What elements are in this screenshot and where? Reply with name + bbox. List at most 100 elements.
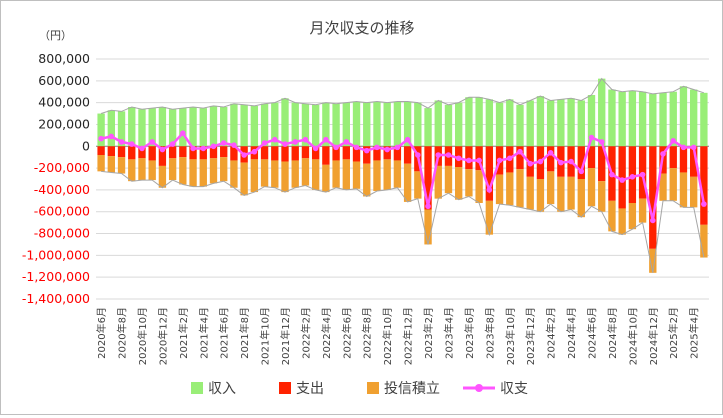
income-bar [271,102,279,147]
chart-title: 月次収支の推移 [309,19,414,37]
investment-bar [199,159,207,187]
balance-point [609,171,615,178]
y-tick-label: 800,000 [38,51,90,66]
investment-bar [700,224,708,258]
investment-bar [403,163,412,202]
balance-point [374,144,380,151]
x-tick-label: 2020年10月 [136,307,149,365]
balance-point [128,141,135,147]
investment-bar [383,159,391,190]
expense-bar [649,146,657,249]
legend-label: 収入 [208,381,236,397]
expense-bar [128,146,136,160]
investment-bar [465,169,473,197]
balance-point [639,171,646,178]
income-bar [117,111,126,147]
investment-bar [240,162,248,196]
x-tick-label: 2021年8月 [238,307,251,359]
investment-bar [189,159,197,187]
balance-point [384,146,390,153]
investment-bar [352,161,361,189]
balance-point [190,145,196,152]
x-tick-label: 2020年8月 [116,307,129,359]
expense-bar [363,146,371,164]
balance-point [558,159,564,166]
expense-bar [117,146,126,158]
investment-bar [281,161,289,193]
balance-point [404,136,411,143]
balance-point [333,144,339,151]
y-tick-label: -800,000 [34,226,90,241]
x-tick-label: 2025年4月 [688,307,701,359]
investment-bar [342,159,350,190]
income-bar [291,102,299,147]
investment-bar [230,160,238,188]
x-tick-label: 2024年8月 [606,307,619,359]
income-bar [598,78,606,147]
income-bar [363,102,371,147]
expense-bar [179,146,187,158]
income-bar [455,102,463,147]
x-tick-label: 2025年2月 [667,307,680,359]
legend-label: 支出 [296,381,324,397]
balance-point [466,157,472,164]
y-tick-label: 0 [82,138,90,153]
balance-point [231,142,237,148]
investment-bar [608,200,616,232]
investment-bar [444,165,453,194]
expense-bar [260,146,269,160]
balance-point [517,148,523,155]
income-bar [138,109,146,147]
income-bar [383,102,391,147]
expense-bar [107,146,116,157]
investment-bar [669,168,677,201]
income-bar [475,97,483,147]
expense-bar [189,146,197,160]
x-tick-label: 2024年6月 [586,307,599,359]
investment-bar [598,181,606,212]
income-bar [495,102,504,147]
income-bar [669,91,677,147]
income-bar [546,100,555,147]
income-bar [444,104,453,147]
x-tick-label: 2021年12月 [279,307,292,365]
x-tick-label: 2024年10月 [626,307,639,365]
investment-bar [271,160,279,188]
investment-bar [209,158,218,184]
y-tick-label: 200,000 [38,116,90,131]
x-tick-label: 2023年12月 [524,307,537,365]
investment-bar [179,157,187,185]
balance-point [343,139,350,145]
investment-bar [158,165,167,188]
x-tick-label: 2021年4月 [197,307,210,359]
investment-bar [628,203,637,230]
balance-point [302,136,309,143]
x-tick-label: 2023年2月 [422,307,435,359]
investment-bar [393,160,402,188]
investment-bar [332,160,340,188]
balance-point [159,146,166,153]
balance-line [98,130,707,224]
income-bar [311,104,320,147]
investment-bar [291,160,299,188]
income-bar [506,99,514,147]
expense-bar [373,146,381,161]
investment-bar [301,158,310,186]
balance-point [445,152,452,158]
x-tick-label: 2023年10月 [504,307,517,365]
income-bar [240,104,248,147]
income-bar [250,105,259,147]
balance-point [629,174,636,180]
x-tick-label: 2021年6月 [218,307,231,359]
bars [97,77,708,273]
income-bar [700,92,708,147]
expense-bar [393,146,402,161]
x-tick-label: 2024年12月 [647,307,660,365]
income-bar [220,107,228,147]
income-bar [107,110,116,147]
balance-point [169,141,176,147]
balance-point [578,168,585,175]
balance-point [282,141,288,147]
investment-bar [414,171,422,199]
expense-bar [230,146,238,161]
